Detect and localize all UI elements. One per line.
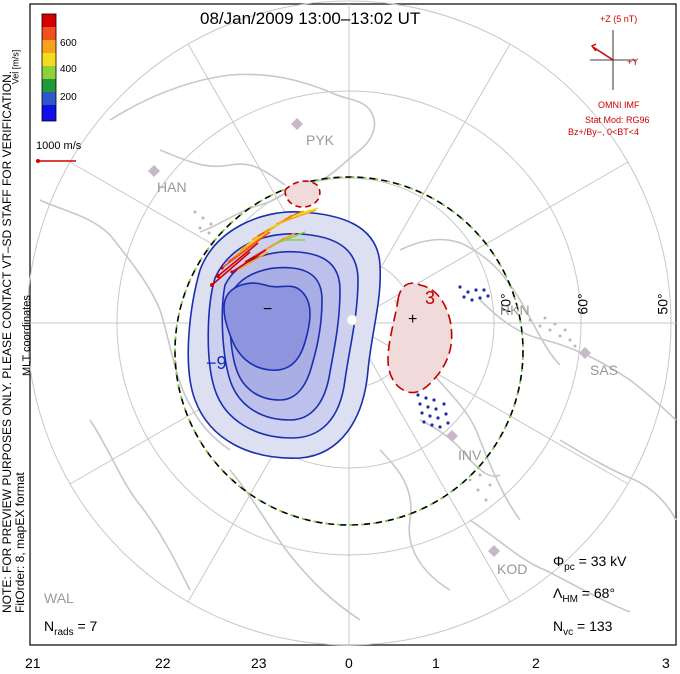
lambda-hm: ΛHM = 68° <box>553 585 616 605</box>
scale-vector-label: 1000 m/s <box>36 140 82 152</box>
mlt-tick-0: 0 <box>345 655 353 671</box>
map-title: 08/Jan/2009 13:00–13:02 UT <box>200 9 421 28</box>
mlt-tick-21: 21 <box>25 655 41 671</box>
imf-source: OMNI IMF <box>598 100 640 110</box>
mlt-tick-1: 1 <box>432 655 440 671</box>
n-vc: Nvc = 133 <box>553 618 613 638</box>
velocity-vectors <box>211 207 319 286</box>
imf-bz-label: +Z (5 nT) <box>600 14 638 24</box>
positive-cell-small <box>284 180 321 208</box>
colorbar-tick-600: 600 <box>60 38 77 49</box>
lat-label-60: 60° <box>574 293 591 315</box>
negative-cell-label: − <box>263 301 273 318</box>
phi-pc: Φpc = 33 kV <box>553 553 627 573</box>
colorbar <box>41 13 57 122</box>
colorbar-tick-200: 200 <box>60 92 77 103</box>
positive-cell-label: + <box>408 311 418 328</box>
colorbar-title: Vel [m/s] <box>10 49 21 85</box>
station-sas: SAS <box>590 362 619 378</box>
station-inv: INV <box>458 447 482 463</box>
lat-label-50: 50° <box>654 293 671 315</box>
positive-cell <box>387 282 453 394</box>
scale-vector <box>36 159 76 163</box>
imf-condition: Bz+/By−, 0<BT<4 <box>568 127 640 137</box>
imf-by-label: +Y <box>627 57 639 67</box>
contour-value-pos: 3 <box>425 288 436 308</box>
colorbar-tick-400: 400 <box>60 64 77 75</box>
stat-model: Stat Mod: RG96 <box>585 115 650 125</box>
station-kod: KOD <box>497 561 528 577</box>
imf-dial <box>590 30 636 90</box>
n-rads: Nrads = 7 <box>44 618 98 638</box>
mlt-tick-22: 22 <box>155 655 171 671</box>
coordinate-label: MLT coordinates <box>21 295 33 376</box>
station-han: HAN <box>157 179 187 195</box>
radar-dots-blue <box>416 285 490 429</box>
mlt-tick-3: 3 <box>662 655 670 671</box>
vector-roots <box>210 266 234 287</box>
contour-value-neg: −9 <box>206 353 227 373</box>
pole-marker <box>346 314 358 326</box>
station-rkn: RKN <box>500 302 530 318</box>
hm-boundary-dots <box>174 176 524 526</box>
mlt-tick-23: 23 <box>251 655 267 671</box>
station-markers <box>148 118 591 557</box>
station-pyk: PYK <box>306 132 335 148</box>
mlt-tick-2: 2 <box>532 655 540 671</box>
station-wal: WAL <box>44 590 74 606</box>
radar-dots-grey <box>193 210 577 502</box>
negative-cell <box>187 211 382 459</box>
